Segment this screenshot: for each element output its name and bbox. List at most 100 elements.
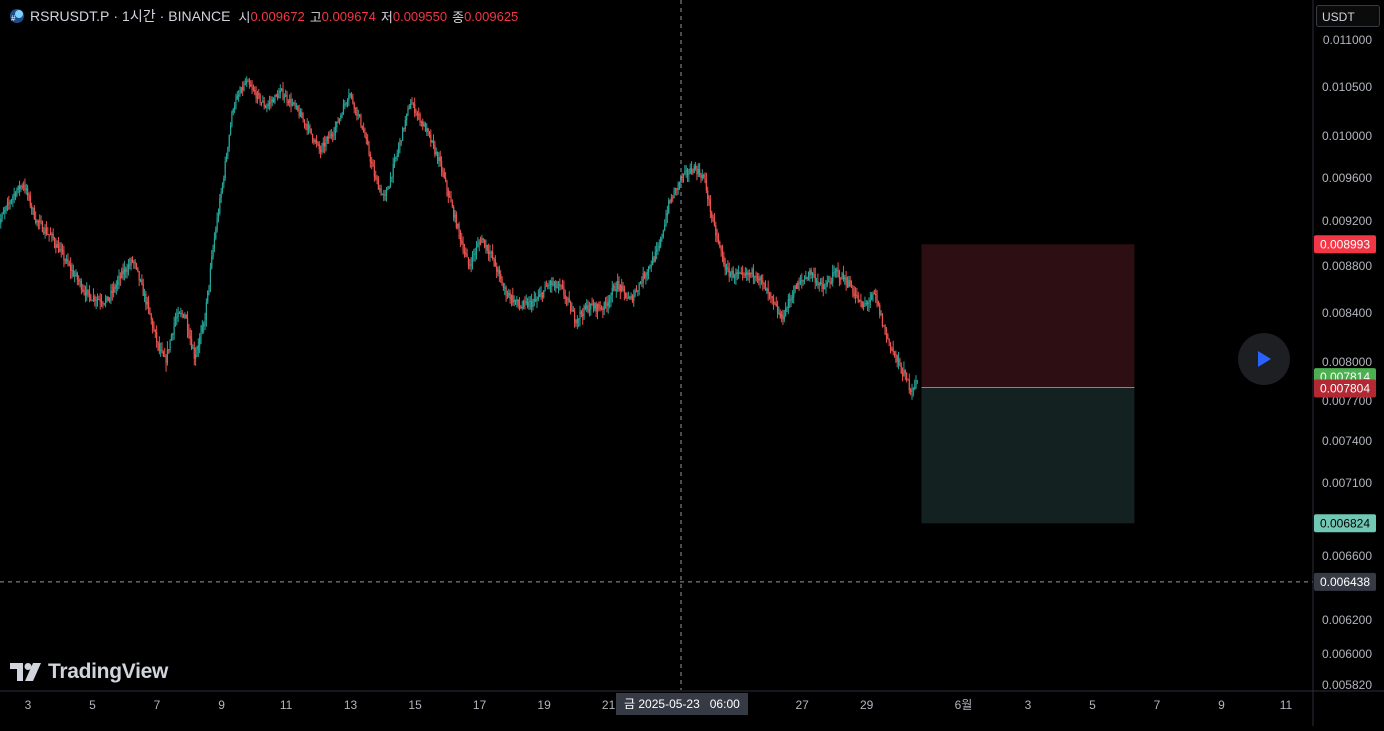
replay-button[interactable] xyxy=(1238,333,1290,385)
candle-body xyxy=(63,251,65,261)
candle-body xyxy=(869,299,871,303)
candle-body xyxy=(575,322,577,324)
time-axis[interactable]: 3 5 7 9 11 13 15 17 19 21 27 29 6월 3 5 7 9 11 xyxy=(25,698,1293,712)
candle-body xyxy=(540,292,542,295)
low-label: 저 xyxy=(380,9,393,25)
price-tick-label: 0.006600 xyxy=(1322,549,1372,563)
candle-body xyxy=(790,298,792,301)
candle-body xyxy=(6,202,9,207)
candle-body xyxy=(607,301,609,306)
candle-body xyxy=(192,348,194,350)
tradingview-logo[interactable]: TradingView xyxy=(10,658,168,686)
time-tick-label: 7 xyxy=(154,698,161,712)
candle-body xyxy=(142,283,144,296)
candle-body xyxy=(246,80,248,84)
candle-body xyxy=(759,276,761,281)
candle-body xyxy=(299,111,302,117)
candle-body xyxy=(458,224,460,232)
candle-body xyxy=(303,119,306,125)
candle-body xyxy=(596,304,599,312)
candle-body xyxy=(32,208,34,210)
candle-body xyxy=(795,285,798,289)
position-tool[interactable] xyxy=(921,244,1135,524)
candle-body xyxy=(55,243,57,248)
candle-body xyxy=(330,134,332,136)
candle-body xyxy=(860,300,862,302)
candle-body xyxy=(119,276,121,279)
candle-body xyxy=(114,286,116,289)
candle-body xyxy=(666,212,668,217)
candle-body xyxy=(794,285,796,293)
candle-body xyxy=(154,329,156,333)
price-axis[interactable]: 0.011000 0.010500 0.010000 0.009600 0.009200… xyxy=(1322,33,1372,692)
candle-body xyxy=(225,155,228,162)
candle-body xyxy=(646,272,648,275)
candle-body xyxy=(384,194,386,196)
candle-body xyxy=(412,103,414,105)
candle-body xyxy=(791,297,793,299)
candle-body xyxy=(631,296,634,301)
candle-body xyxy=(402,127,404,141)
candle-body xyxy=(693,165,695,173)
candle-body xyxy=(360,116,362,126)
candle-body xyxy=(725,267,728,270)
candle-body xyxy=(486,245,488,251)
candle-body xyxy=(736,272,738,275)
candle-body xyxy=(350,94,353,97)
candle-body xyxy=(738,272,740,275)
candle-body xyxy=(625,292,627,299)
candle-body xyxy=(329,134,331,139)
candle-body xyxy=(87,289,89,292)
candle-body xyxy=(278,93,280,99)
candle-body xyxy=(822,284,824,289)
candle-body xyxy=(247,80,249,82)
candle-body xyxy=(31,205,33,209)
candle-body xyxy=(133,261,135,263)
candle-body xyxy=(9,202,11,204)
candle-body xyxy=(767,288,769,293)
candle-body xyxy=(201,326,203,332)
candle-body xyxy=(176,316,178,319)
candle-body xyxy=(520,306,522,308)
candle-body xyxy=(557,284,560,287)
candle-body xyxy=(762,280,764,283)
candle-body xyxy=(677,183,679,190)
candle-body xyxy=(232,109,234,113)
candle-body xyxy=(338,118,341,123)
candle-body xyxy=(450,197,452,203)
candle-body xyxy=(220,192,222,199)
candle-body xyxy=(158,343,160,351)
candle-body xyxy=(775,303,777,307)
crosshair-price-tag-bg xyxy=(1314,572,1376,591)
candle-body xyxy=(41,222,44,232)
candle-body xyxy=(428,131,431,135)
candle-body xyxy=(125,268,127,272)
candle-body xyxy=(260,102,263,104)
candle-body xyxy=(411,103,413,105)
candle-body xyxy=(357,114,359,116)
candle-body xyxy=(385,189,388,195)
symbol-logo-icon[interactable]: # xyxy=(8,7,26,25)
candle-body xyxy=(103,303,105,305)
candle-body xyxy=(209,267,212,286)
candle-body xyxy=(752,269,754,277)
candle-body xyxy=(279,90,281,94)
candle-body xyxy=(363,129,365,132)
currency-button[interactable]: USDT xyxy=(1316,5,1380,27)
interval-label[interactable]: 1시간 xyxy=(122,8,156,24)
candle-body xyxy=(181,313,183,315)
tradingview-wordmark: TradingView xyxy=(48,660,169,683)
candle-body xyxy=(461,240,463,243)
candle-body xyxy=(711,211,713,218)
candle-body xyxy=(59,249,61,252)
candle-body xyxy=(670,197,673,202)
symbol-name[interactable]: RSRUSDT.P xyxy=(30,8,110,24)
candle-body xyxy=(858,300,861,302)
candle-body xyxy=(883,325,885,327)
candle-body xyxy=(67,259,69,264)
candle-body xyxy=(739,272,741,274)
candle-body xyxy=(692,172,694,174)
